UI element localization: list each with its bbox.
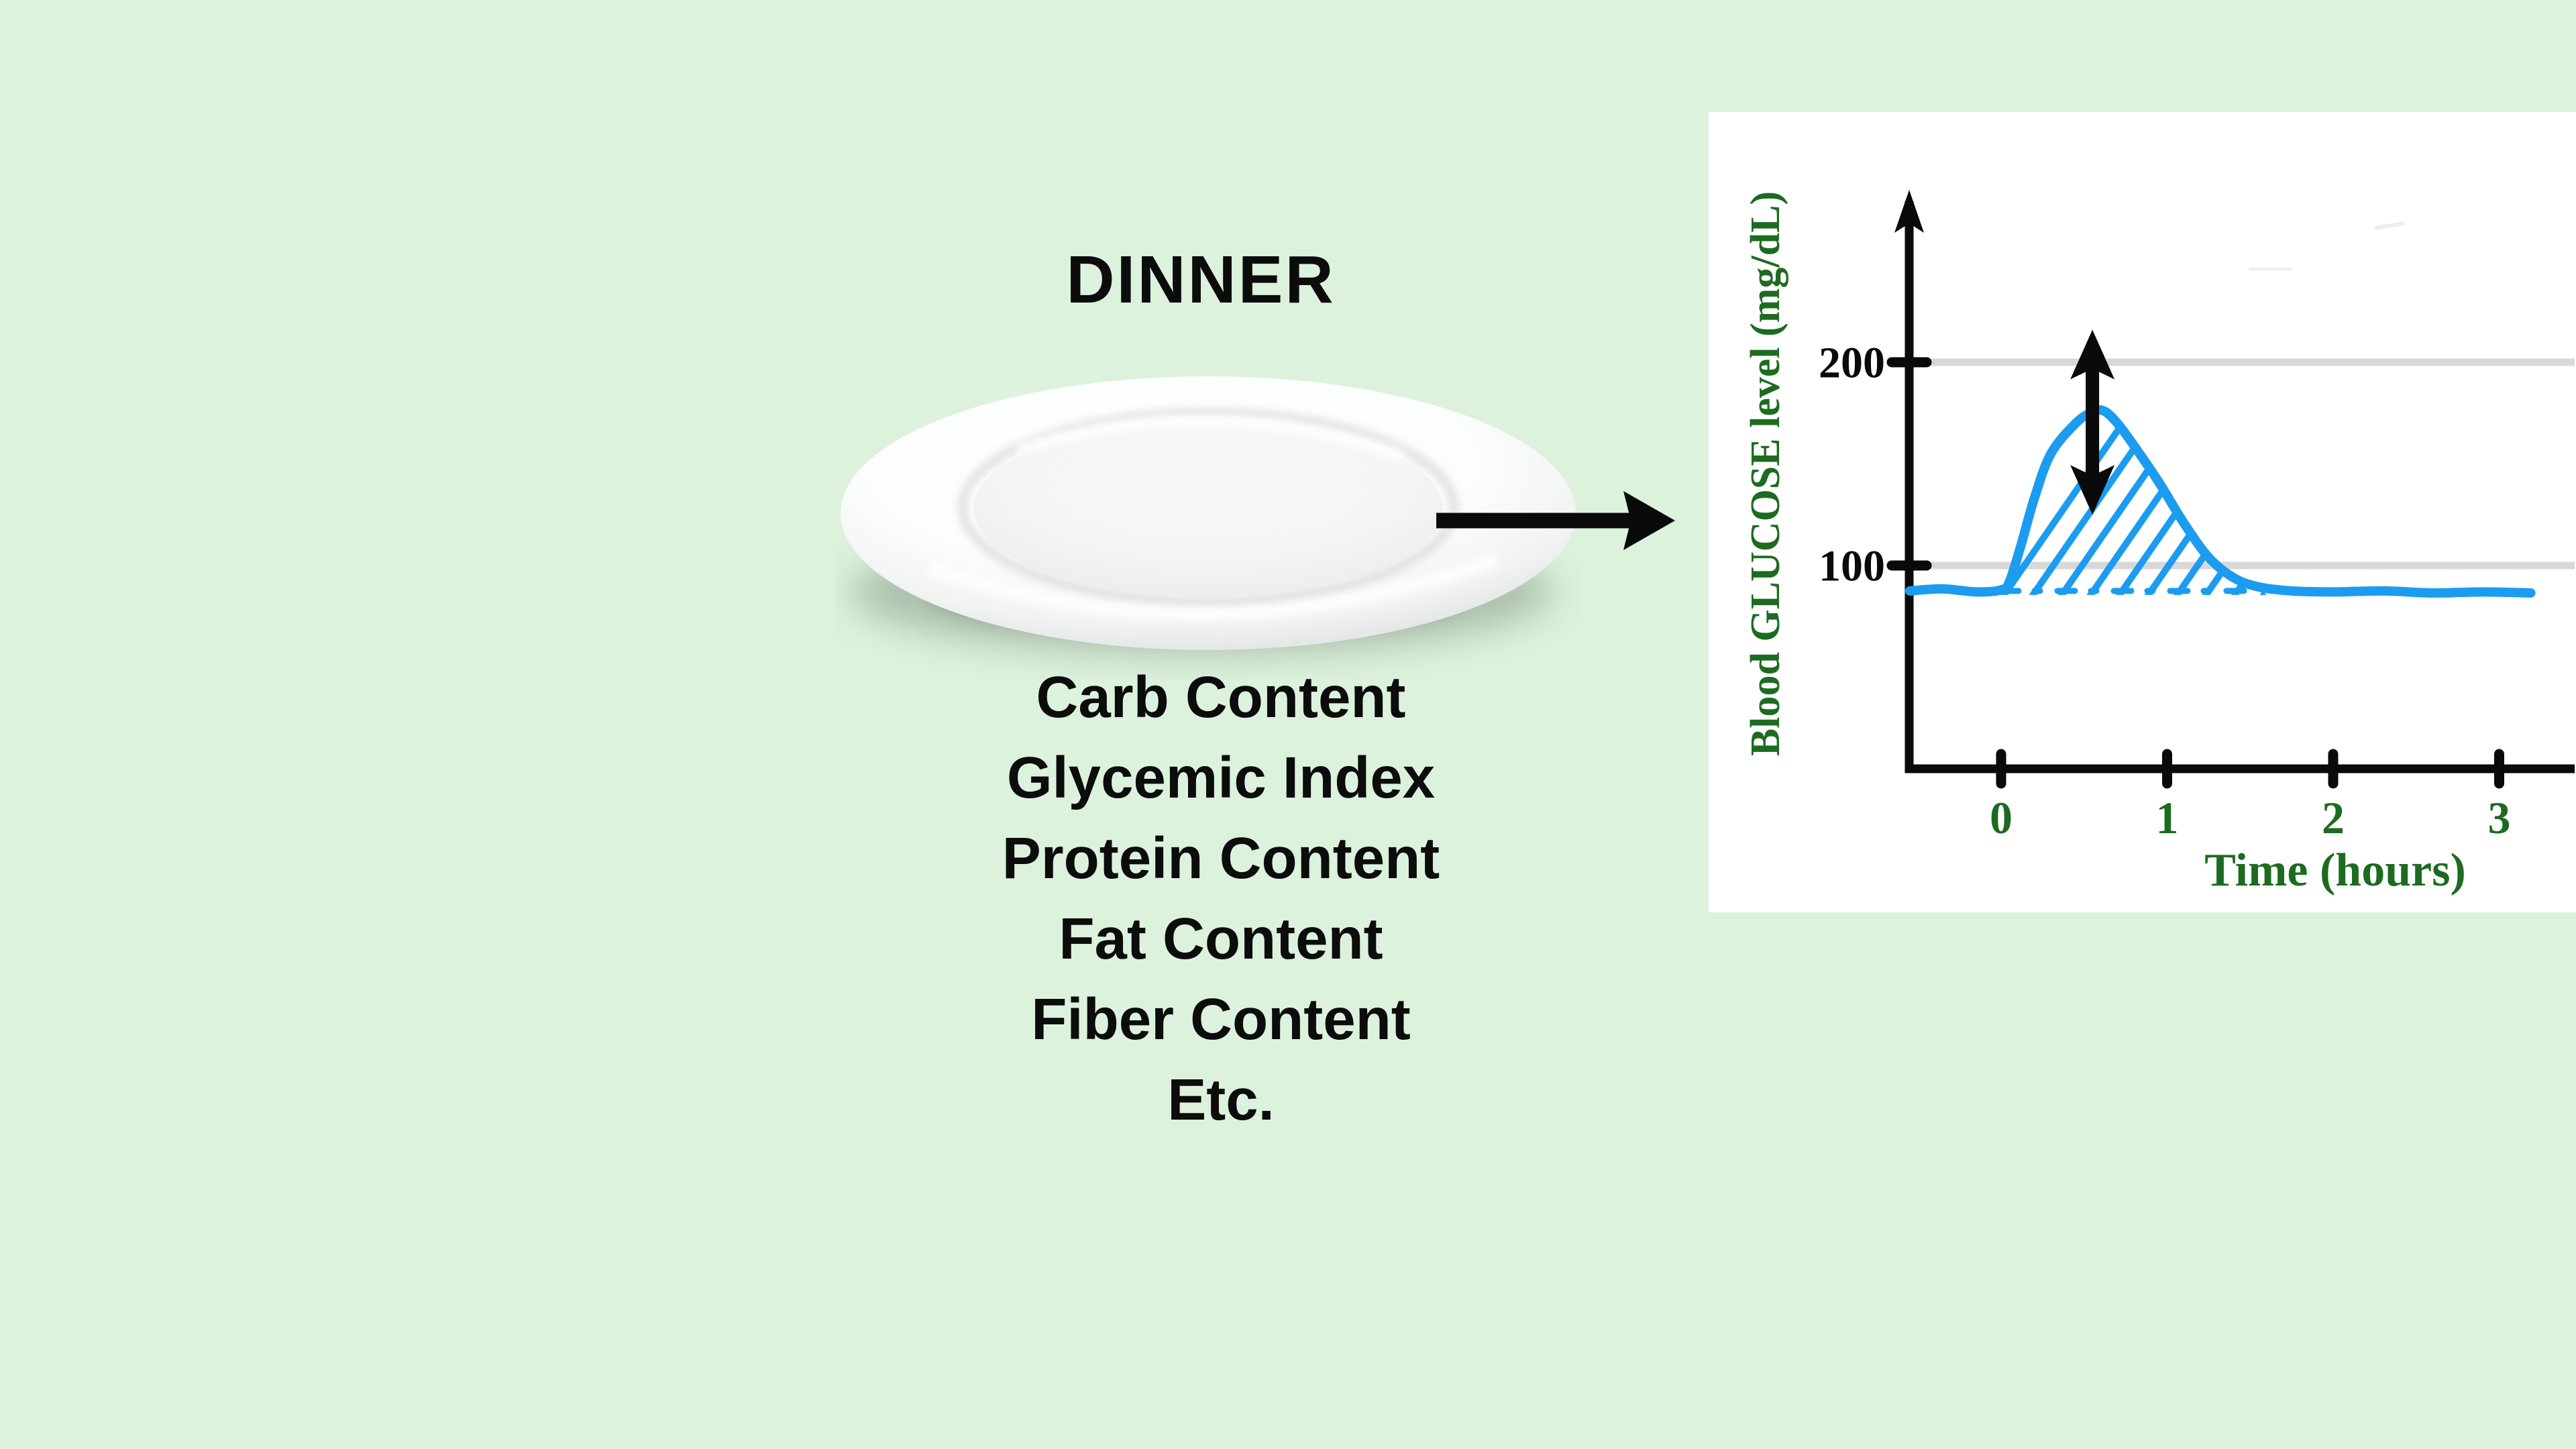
meal-factor-item: Etc. [1167,1067,1275,1132]
hatched-area-under-spike [2001,410,2267,595]
glucose-chart-panel: 100 200 0 1 2 3 Time (hours) Blood GLUCOSE leve… [1709,112,2576,912]
meal-factors-list: Carb Content Glycemic Index Protein Conten… [885,657,1556,1140]
axes [1886,190,2575,789]
glucose-curve [1904,405,2536,598]
svg-text:0: 0 [1990,792,2012,843]
gridlines [1909,358,2575,570]
plate-inner-ring [958,408,1458,606]
svg-text:Blood GLUCOSE level (mg/dL): Blood GLUCOSE level (mg/dL) [1743,191,1788,756]
svg-text:Time (hours): Time (hours) [2204,845,2466,896]
svg-text:1: 1 [2156,792,2179,843]
svg-text:3: 3 [2488,792,2511,843]
transforms-into-arrow-icon [1436,491,1675,550]
axis-labels: 100 200 0 1 2 3 Time (hours) Blood GLUCOSE leve… [1743,191,2511,896]
meal-factor-item: Glycemic Index [1006,745,1436,810]
meal-factor-item: Protein Content [1002,826,1440,891]
meal-factor-item: Fiber Content [1031,987,1411,1052]
glucose-chart: 100 200 0 1 2 3 Time (hours) Blood GLUCOSE leve… [1743,190,2575,896]
spike-height-arrow [2070,329,2115,515]
plate-top-highlight [1015,415,1405,462]
meal-factor-item: Carb Content [1036,665,1406,730]
svg-text:100: 100 [1819,541,1885,590]
plate-image [841,376,1576,653]
meal-title: DINNER [1066,242,1336,317]
plate-bottom-highlight [928,553,1499,621]
svg-text:2: 2 [2322,792,2345,843]
panel-smudge [2374,221,2405,230]
meal-factor-item: Fat Content [1059,906,1383,971]
plate-well [973,420,1443,597]
svg-text:200: 200 [1819,338,1885,387]
